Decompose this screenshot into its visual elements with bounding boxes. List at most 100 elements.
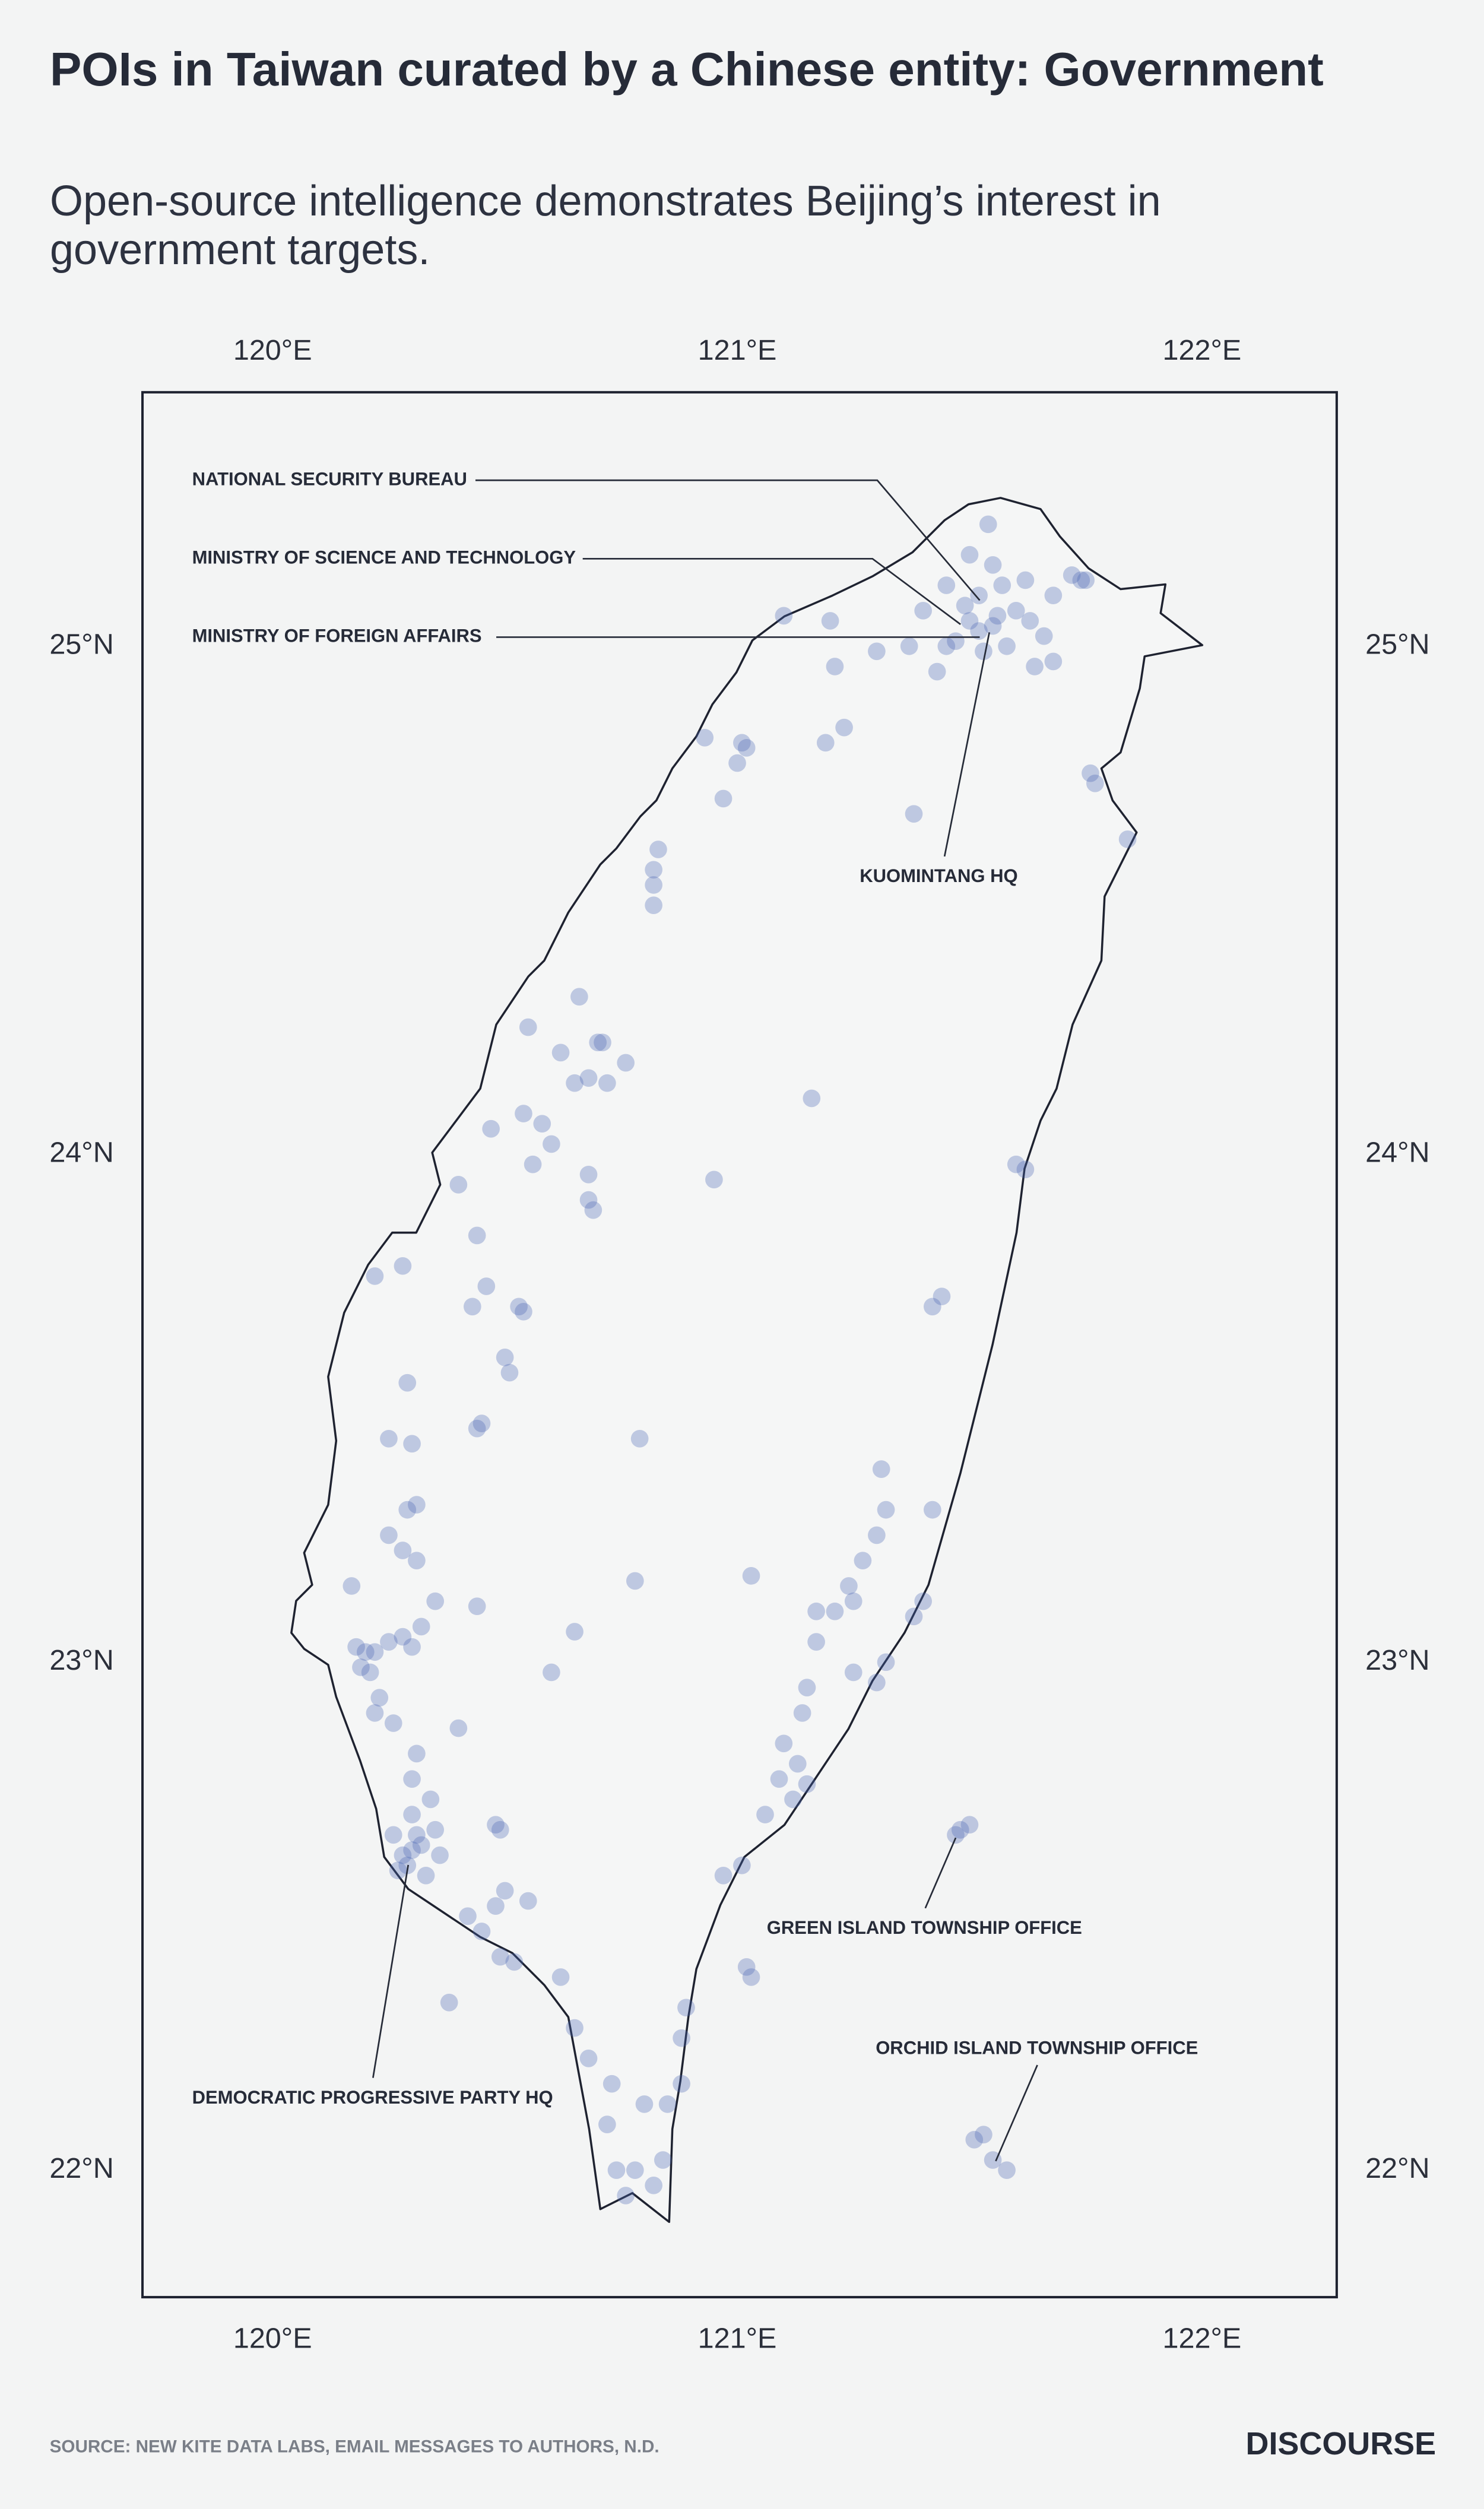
poi-dot [417, 1866, 435, 1885]
x-tick-label: 122°E [1162, 2323, 1241, 2355]
poi-dot [566, 2019, 584, 2037]
annotation: GREEN ISLAND TOWNSHIP OFFICE [767, 1917, 1082, 1938]
poi-dot [394, 1257, 412, 1275]
y-tick-label: 22°N [1365, 2152, 1429, 2184]
poi-dot [826, 1602, 844, 1620]
poi-dot [366, 1267, 384, 1285]
poi-dot [426, 1820, 445, 1839]
poi-dot [487, 1897, 505, 1915]
poi-dot [816, 734, 835, 752]
poi-dot [937, 576, 956, 594]
poi-dot [449, 1719, 468, 1737]
leader-line [582, 557, 961, 625]
x-tick-label: 120°E [233, 2323, 312, 2355]
poi-dot [868, 1526, 886, 1544]
leader-line [943, 632, 990, 857]
poi-dot [956, 597, 974, 615]
poi-dot [473, 1923, 491, 1940]
poi-dot [835, 718, 853, 737]
poi-dot [473, 1414, 491, 1432]
poi-dot [877, 1653, 895, 1671]
poi-dot [603, 2075, 621, 2093]
poi-dot [459, 1907, 477, 1926]
y-tick-label: 23°N [1365, 1644, 1429, 1676]
poi-dot [496, 1882, 514, 1900]
poi-dot [440, 1993, 458, 2012]
poi-dot [468, 1419, 486, 1438]
taiwan-outline [290, 497, 1204, 2223]
poi-dot [412, 1617, 430, 1636]
poi-dot [566, 1074, 584, 1092]
poi-dot [384, 1826, 402, 1844]
poi-dot [477, 1277, 496, 1295]
poi-dot [543, 1135, 560, 1153]
poi-dot [594, 1033, 611, 1052]
y-tick-label: 24°N [1365, 1136, 1429, 1168]
poi-dot [960, 1816, 979, 1834]
poi-dot [408, 1496, 426, 1514]
poi-dot [784, 1790, 802, 1809]
poi-dot [868, 642, 886, 661]
poi-dot [384, 1714, 402, 1732]
poi-dot [394, 1541, 412, 1559]
poi-dot [408, 1552, 426, 1570]
poi-dot [649, 840, 667, 858]
poi-dot [584, 1201, 603, 1219]
poi-dot [770, 1770, 788, 1788]
poi-dot [826, 658, 844, 675]
poi-dot [533, 1115, 551, 1133]
poi-dot [1118, 830, 1137, 848]
x-tick-label: 121°E [698, 334, 777, 366]
poi-dot [1063, 566, 1081, 584]
poi-dot [877, 1501, 895, 1519]
poi-dot [645, 861, 662, 879]
poi-dot [630, 1429, 649, 1448]
poi-dot [380, 1633, 398, 1651]
poi-dot [975, 2126, 992, 2144]
poi-dot [366, 1704, 384, 1722]
poi-dot [579, 1191, 598, 1209]
poi-dot [960, 612, 979, 630]
poi-dot [775, 1734, 793, 1753]
poi-dot [449, 1176, 468, 1194]
poi-dot [803, 1089, 821, 1108]
poi-dot [923, 1298, 941, 1316]
poi-dot [421, 1790, 440, 1809]
source-note: SOURCE: NEW KITE DATA LABS, EMAIL MESSAG… [50, 2437, 659, 2456]
poi-dot [714, 789, 733, 808]
poi-dot [844, 1663, 863, 1682]
poi-dot [714, 1866, 733, 1885]
poi-dot [394, 1628, 412, 1646]
leader-line [995, 2064, 1038, 2162]
poi-dot [408, 1826, 426, 1844]
poi-dot [403, 1806, 421, 1823]
poi-dot [352, 1658, 370, 1676]
title: POIs in Taiwan curated by a Chinese enti… [50, 43, 1324, 96]
poi-layer [343, 515, 1137, 2205]
y-tick-label: 25°N [49, 629, 113, 661]
poi-dot [579, 2050, 598, 2067]
poi-dot [905, 1607, 923, 1626]
annotation: NATIONAL SECURITY BUREAU [192, 468, 467, 489]
subtitle: Open-source intelligence demonstrates Be… [50, 177, 1161, 274]
poi-dot [491, 1820, 509, 1839]
poi-dot [1026, 658, 1044, 675]
poi-dot [617, 2187, 635, 2205]
poi-dot [933, 1287, 951, 1305]
poi-dot [468, 1226, 486, 1245]
poi-dot [658, 2095, 677, 2113]
poi-dot [1044, 586, 1063, 604]
poi-dot [673, 2075, 690, 2093]
y-tick-label: 25°N [1365, 629, 1429, 661]
annotation: ORCHID ISLAND TOWNSHIP OFFICE [876, 2037, 1198, 2058]
y-tick-label: 22°N [49, 2152, 113, 2184]
poi-dot [807, 1633, 825, 1651]
poi-dot [524, 1155, 542, 1173]
x-tick-label: 121°E [698, 2323, 777, 2355]
poi-dot [635, 2095, 654, 2113]
poi-dot [742, 1567, 760, 1585]
poi-dot [598, 1074, 616, 1092]
poi-dot [356, 1643, 375, 1661]
poi-dot [975, 642, 992, 661]
